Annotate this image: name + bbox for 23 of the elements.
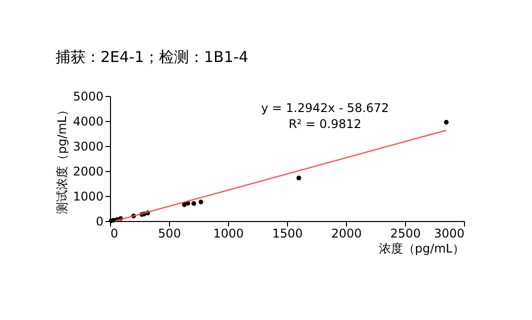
point bbox=[182, 202, 187, 208]
x-tick-label: 2000 bbox=[331, 226, 362, 240]
x-axis-title: 浓度（pg/mL） bbox=[378, 242, 464, 256]
y-axis-title: 测试浓度（pg/mL） bbox=[54, 104, 69, 214]
annotation: R² = 0.9812 bbox=[288, 117, 362, 131]
x-tick-label: 1000 bbox=[213, 226, 244, 240]
y-tick-label: 5000 bbox=[72, 90, 104, 104]
y-tick-label: 1000 bbox=[72, 190, 104, 204]
x-tick-label: 3000 bbox=[434, 226, 464, 240]
y-tick-label: 2000 bbox=[72, 164, 104, 178]
x-tick-label: 2500 bbox=[390, 226, 421, 240]
point bbox=[191, 201, 196, 206]
point bbox=[198, 200, 204, 204]
x-tick-label: 1500 bbox=[272, 226, 303, 240]
y-tick-label: 0 bbox=[96, 214, 104, 228]
y-tick-label: 3000 bbox=[72, 140, 104, 154]
x-tick-label: 500 bbox=[158, 226, 181, 240]
x-tick-label: 0 bbox=[110, 226, 118, 240]
point bbox=[296, 176, 302, 180]
y-tick-label: 4000 bbox=[72, 114, 104, 128]
chart-title: 捕获：2E4-1；检测：1B1-4 bbox=[55, 48, 248, 66]
point bbox=[444, 120, 449, 125]
annotation: y = 1.2942x - 58.672 bbox=[261, 101, 389, 115]
